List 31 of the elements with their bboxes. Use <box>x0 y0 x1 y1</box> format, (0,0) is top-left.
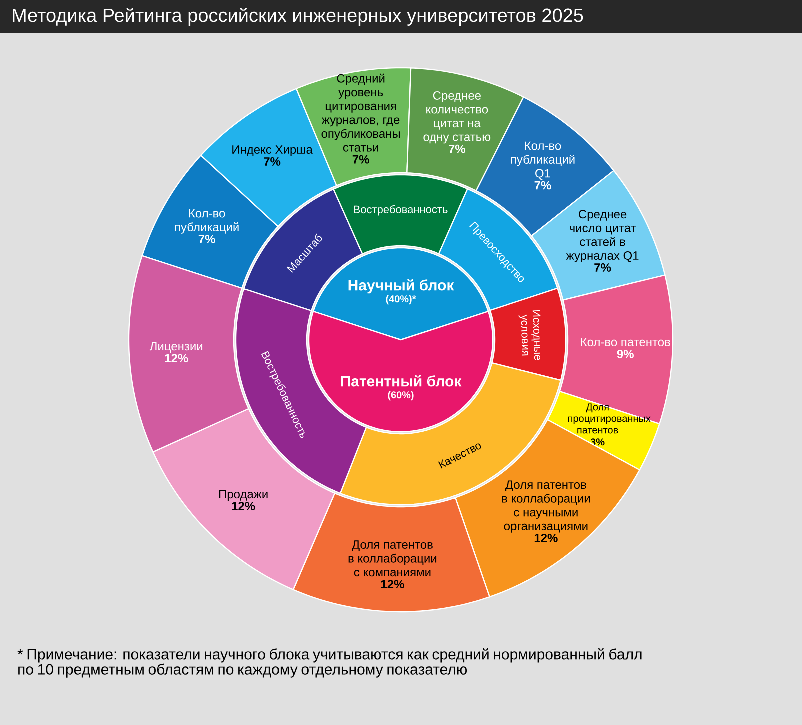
text: * Примечание: показатели научного блока учитываются как средний нормированный балл по 10 предметным областям по каждому отдельному показателю <box>18 648 642 678</box>
slice-label: Лицензии <box>150 342 203 353</box>
data-label: 7% <box>449 144 466 154</box>
slice-label: Кол-во публикаций <box>175 209 239 234</box>
slice-label: Исходные условия <box>518 310 541 360</box>
slice-label: Доля процитированных патентов <box>568 404 651 434</box>
data-label: 7% <box>198 235 216 244</box>
slice-label: Кол-во публикаций Q1 <box>511 142 575 180</box>
slice-label: Среднее количество цитат на одну статью <box>424 91 491 144</box>
slice-label: Научный блок <box>348 279 454 294</box>
chart-title: Методика Рейтинга российских инженерных университетов 2025 <box>13 8 584 26</box>
data-label: 7% <box>264 157 281 166</box>
data-label: 12% <box>165 354 188 363</box>
slice-label: Кол-во патентов <box>581 338 670 347</box>
data-label: 7% <box>594 264 612 272</box>
data-label: (60%) <box>388 391 414 401</box>
slice-label: Доля патентов в коллаборации с научными организациями <box>502 480 590 533</box>
slice-label: Среднее число цитат статей в журналах Q1 <box>566 210 639 262</box>
data-label: 12% <box>534 534 558 542</box>
slice-label: Продажи <box>219 490 268 501</box>
data-label: 12% <box>381 580 404 589</box>
slice-label: Патентный блок <box>341 375 462 387</box>
data-label: 9% <box>617 350 634 358</box>
data-label: (40%)* <box>386 295 416 305</box>
slice-label: Востребованность <box>354 205 448 216</box>
slice-label: Доля патентов в коллаборации с компаниями <box>348 540 437 577</box>
data-label: 7% <box>534 181 552 190</box>
slice-label: Средний уровень цитирования журналов, где опубликованы статьи <box>322 74 400 152</box>
data-label: 12% <box>232 502 256 511</box>
slice-label: Индекс Хирша <box>232 146 313 156</box>
data-label: 7% <box>352 155 370 164</box>
